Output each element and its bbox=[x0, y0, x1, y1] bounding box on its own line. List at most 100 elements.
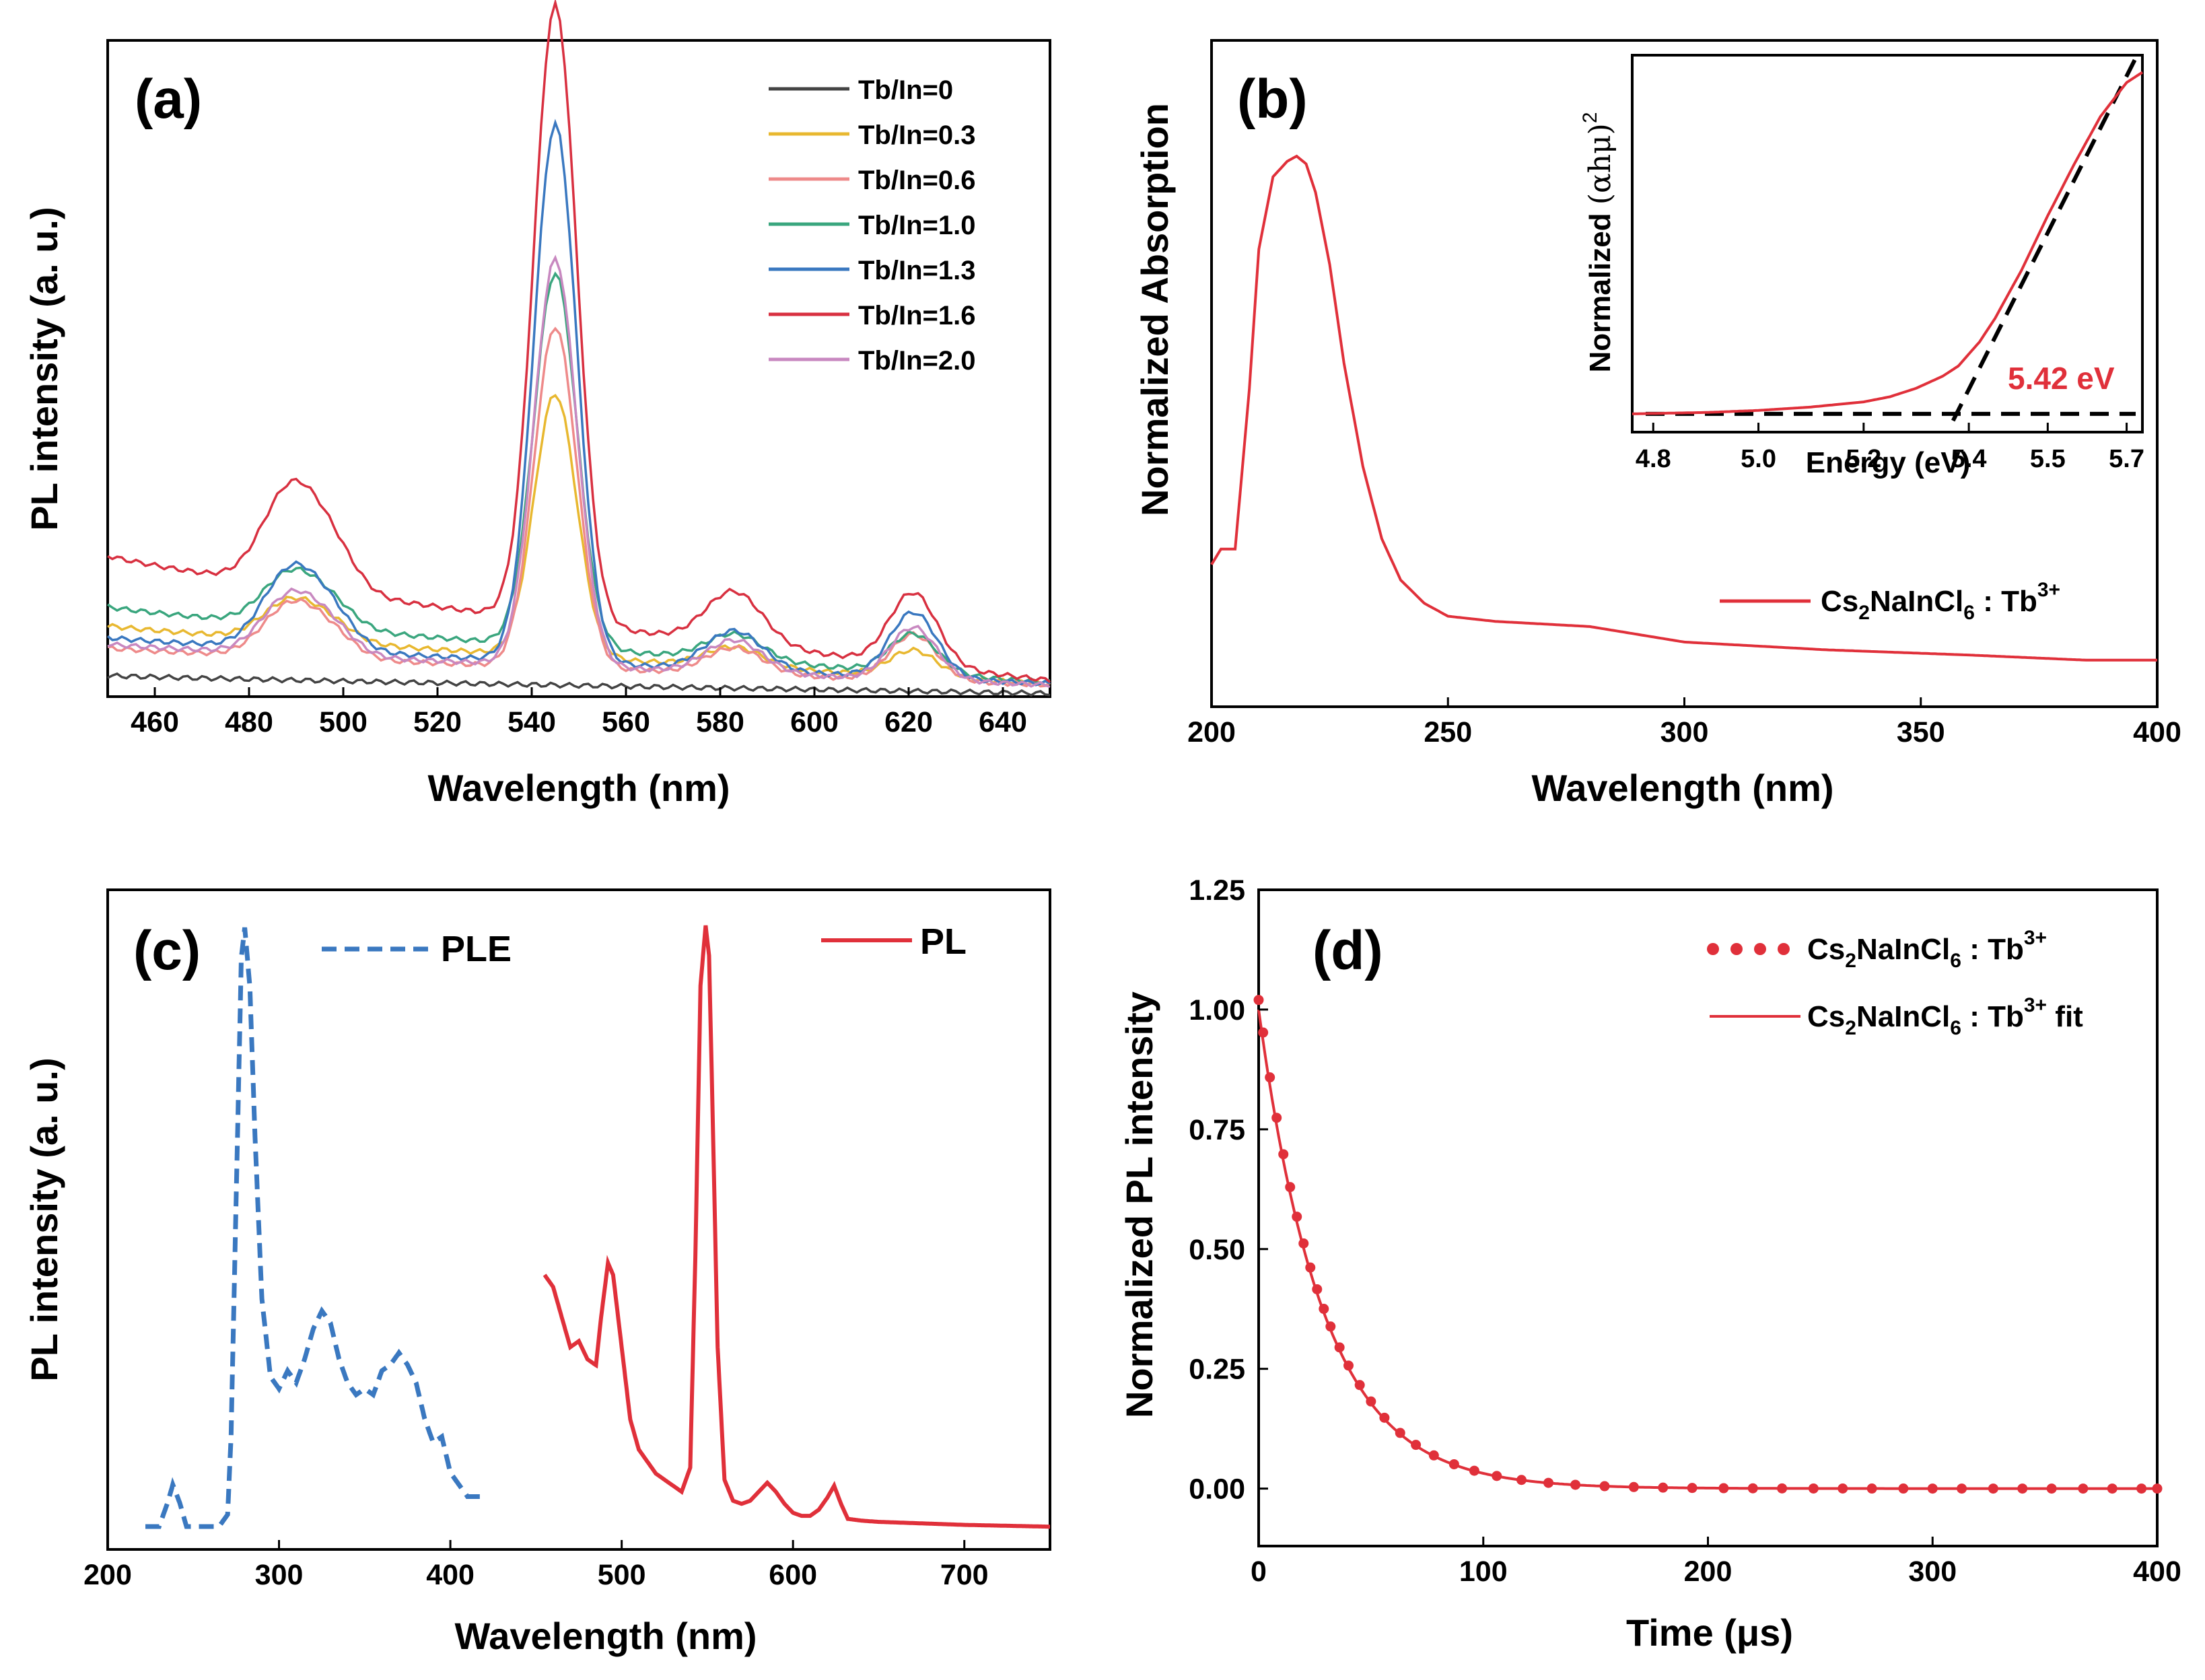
panel-d: 0 100 200 300 400 0.00 0.25 0.50 0.75 1.00 1.25 (… bbox=[1118, 874, 2181, 1654]
panel-d-data-point bbox=[1747, 1483, 1758, 1494]
panel-d-data-point bbox=[1988, 1483, 1998, 1494]
panel-d-data-point bbox=[1312, 1284, 1323, 1294]
panel-b-ylabel: Normalized Absorption bbox=[1133, 103, 1176, 516]
panel-d-legend-fit-label: Cs2NaInCl6 : Tb3+ fit bbox=[1807, 994, 2083, 1039]
panel-a-series-group bbox=[106, 0, 1051, 697]
panel-b-legend-text-cs: Cs bbox=[1821, 585, 1858, 618]
panel-b-x-tick-label: 400 bbox=[2133, 716, 2181, 748]
panel-b: 200 250 300 350 400 (b) Wavelength (nm) Norm… bbox=[1133, 39, 2181, 809]
panel-a-series-line bbox=[106, 118, 1051, 687]
panel-d-x-tick-label: 400 bbox=[2133, 1555, 2181, 1588]
panel-d-fit-curve bbox=[1257, 1009, 2157, 1490]
panel-d-data-point bbox=[1628, 1481, 1639, 1492]
panel-b-inset-ylabel-paren: (αhμ) bbox=[1583, 123, 1617, 205]
panel-b-absorption-curve bbox=[1210, 154, 2157, 662]
panel-b-inset-x-ticks: 4.8 5.0 5.2 5.4 5.5 5.7 bbox=[1636, 423, 2144, 473]
panel-d-data-point bbox=[2152, 1483, 2163, 1494]
panel-c-legend-ple-label: PLE bbox=[441, 929, 512, 969]
panel-b-legend-text-nain: NaInCl bbox=[1870, 585, 1963, 618]
panel-d-data-point bbox=[1325, 1321, 1336, 1332]
panel-d-legend-fit-suffix: fit bbox=[2047, 1000, 2083, 1033]
panel-d-data-point bbox=[1285, 1182, 1296, 1193]
panel-a-x-ticks: 460 480 500 520 540 560 580 600 620 640 bbox=[131, 687, 1027, 738]
panel-d-legend-data-tb: : Tb bbox=[1961, 933, 2024, 966]
panel-a-legend-label: Tb/In=1.3 bbox=[858, 256, 976, 285]
panel-d-data-point bbox=[2046, 1483, 2057, 1494]
panel-a-legend-label: Tb/In=0.3 bbox=[858, 120, 976, 150]
panel-c-x-tick-label: 500 bbox=[598, 1559, 646, 1591]
panel-b-x-tick-label: 350 bbox=[1897, 716, 1945, 748]
panel-b-x-tick-label: 200 bbox=[1187, 716, 1236, 748]
panel-d-x-tick-label: 200 bbox=[1684, 1555, 1733, 1588]
panel-d-legend-fit-sub: 2 bbox=[1845, 1017, 1856, 1039]
panel-b-inset-curve bbox=[1632, 71, 2144, 415]
panel-d-data-point bbox=[1957, 1483, 1967, 1494]
panel-d-label: (d) bbox=[1312, 920, 1383, 981]
panel-d-xlabel: Time (μs) bbox=[1626, 1611, 1793, 1654]
panel-b-inset-fit-line bbox=[1951, 54, 2139, 422]
panel-d-data-point bbox=[1448, 1459, 1459, 1469]
panel-d-data-point bbox=[1395, 1428, 1405, 1438]
panel-c-x-tick-label: 400 bbox=[426, 1559, 475, 1591]
panel-d-data-point bbox=[1570, 1479, 1581, 1490]
panel-d-x-ticks: 0 100 200 300 400 bbox=[1251, 1537, 2181, 1588]
panel-a-legend-label: Tb/In=1.0 bbox=[858, 211, 976, 240]
panel-d-data-point bbox=[1379, 1412, 1390, 1423]
panel-d-data-point bbox=[1927, 1483, 1938, 1494]
panel-a-x-tick-label: 480 bbox=[225, 706, 273, 738]
panel-d-data-point bbox=[2136, 1483, 2147, 1494]
panel-d-x-tick-label: 0 bbox=[1251, 1555, 1267, 1588]
panel-a-legend-label: Tb/In=1.6 bbox=[858, 301, 976, 330]
panel-b-label: (b) bbox=[1237, 69, 1308, 130]
panel-d-y-tick-label: 1.25 bbox=[1189, 874, 1245, 907]
panel-c-x-tick-label: 200 bbox=[83, 1559, 132, 1591]
panel-d-legend-fit-sup: 3+ bbox=[2024, 994, 2047, 1016]
panel-b-legend-label: Cs2NaInCl6 : Tb3+ bbox=[1821, 579, 2060, 624]
panel-d-y-tick-label: 0.00 bbox=[1189, 1473, 1245, 1506]
panel-c-pl-curve bbox=[542, 925, 1050, 1529]
panel-c-x-tick-label: 700 bbox=[940, 1559, 989, 1591]
panel-d-legend-dots-swatch bbox=[1707, 943, 1790, 955]
panel-b-inset-xlabel: Energy (eV) bbox=[1806, 446, 1971, 479]
panel-d-data-point bbox=[1516, 1475, 1527, 1485]
panel-b-x-ticks: 200 250 300 350 400 bbox=[1187, 697, 2181, 748]
panel-a-x-tick-label: 460 bbox=[131, 706, 179, 738]
panel-b-inset-bandgap-annotation: 5.42 eV bbox=[2008, 361, 2115, 396]
panel-b-inset-ylabel: Normalized (αhμ)2 bbox=[1579, 112, 1617, 372]
panel-d-ylabel: Normalized PL intensity bbox=[1118, 991, 1160, 1418]
panel-d-data-point bbox=[1366, 1396, 1376, 1407]
panel-a-x-tick-label: 520 bbox=[413, 706, 462, 738]
panel-d-data-point bbox=[1808, 1483, 1819, 1494]
panel-d-y-tick-label: 1.00 bbox=[1189, 994, 1245, 1026]
panel-b-x-tick-label: 250 bbox=[1424, 716, 1472, 748]
panel-d-data-point bbox=[1305, 1262, 1316, 1273]
panel-d-data-point bbox=[1258, 1027, 1269, 1038]
panel-c-label: (c) bbox=[133, 920, 201, 981]
panel-d-data-point bbox=[1298, 1238, 1309, 1249]
panel-a: 460 480 500 520 540 560 580 600 620 640 (a) Wavel… bbox=[23, 0, 1051, 809]
panel-a-x-tick-label: 620 bbox=[884, 706, 933, 738]
panel-a-x-tick-label: 540 bbox=[508, 706, 556, 738]
panel-d-legend-dot bbox=[1754, 943, 1766, 955]
panel-c-xlabel: Wavelength (nm) bbox=[454, 1615, 757, 1657]
panel-d-data-point bbox=[1777, 1483, 1788, 1494]
panel-a-plot-frame bbox=[106, 39, 1051, 698]
panel-b-legend-sub: 2 bbox=[1858, 602, 1870, 624]
panel-d-data-point bbox=[1543, 1477, 1554, 1488]
panel-d-data-point bbox=[1428, 1450, 1439, 1461]
panel-d-y-tick-label: 0.75 bbox=[1189, 1114, 1245, 1146]
panel-d-y-ticks: 0.00 0.25 0.50 0.75 1.00 1.25 bbox=[1189, 874, 1268, 1506]
panel-c-x-tick-label: 300 bbox=[255, 1559, 304, 1591]
panel-d-y-tick-label: 0.50 bbox=[1189, 1234, 1245, 1266]
panel-d-x-tick-label: 300 bbox=[1908, 1555, 1957, 1588]
panel-d-data-point bbox=[2078, 1483, 2089, 1494]
panel-d-legend-data-sub2: 6 bbox=[1950, 950, 1961, 972]
panel-a-series-line bbox=[107, 254, 1051, 689]
panel-b-inset-x-tick-label: 5.5 bbox=[2030, 445, 2066, 473]
panel-d-data-points bbox=[1253, 995, 2163, 1494]
panel-a-label: (a) bbox=[135, 69, 202, 130]
panel-b-legend-text-tb: : Tb bbox=[1975, 585, 2037, 618]
panel-d-data-point bbox=[1278, 1149, 1289, 1160]
panel-b-inset-x-tick-label: 5.4 bbox=[1951, 445, 1987, 473]
